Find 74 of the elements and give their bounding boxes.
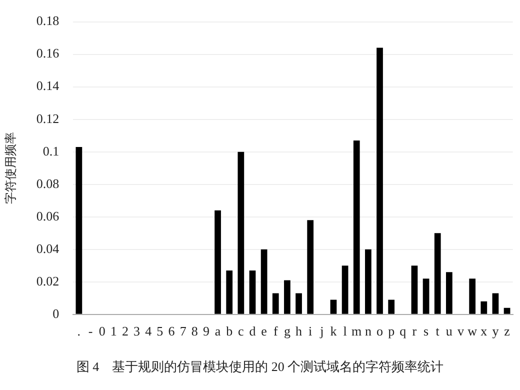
x-tick-label: u: [446, 324, 453, 339]
x-tick-label: 9: [202, 324, 210, 339]
x-tick-label: 3: [134, 324, 140, 339]
bar: [260, 249, 268, 314]
x-tick-label: r: [412, 324, 418, 339]
x-tick-label: d: [249, 324, 256, 339]
x-tick-label: a: [214, 324, 221, 339]
x-tick-label: -: [88, 324, 93, 339]
x-tick-label: 8: [191, 324, 198, 339]
x-tick-label: o: [376, 324, 384, 339]
y-tick-label: 0.04: [36, 240, 60, 256]
y-tick-label: 0: [52, 306, 60, 321]
x-tick-label: j: [319, 324, 324, 339]
y-tick-label: 0.18: [36, 13, 60, 28]
bar: [296, 293, 302, 314]
bar: [504, 308, 510, 314]
y-axis-title: 字符使用频率: [3, 132, 18, 204]
bar: [446, 272, 452, 314]
caption: 图 4 基于规则的仿冒模块使用的 20 个测试域名的字符频率统计: [75, 358, 445, 376]
bar: [411, 266, 418, 314]
x-tick-label: c: [238, 324, 244, 339]
bar: [238, 152, 244, 314]
x-tick-label: l: [343, 324, 348, 339]
y-tick-label: 0.08: [36, 176, 60, 191]
x-tick-label: 2: [122, 324, 128, 339]
x-tick-label: .: [77, 324, 81, 339]
x-tick-label: w: [468, 324, 478, 339]
bar: [365, 249, 372, 314]
bar: [492, 293, 499, 314]
x-tick-label: t: [436, 324, 440, 339]
bar: [330, 300, 337, 314]
bar: [307, 220, 314, 314]
bar: [388, 300, 395, 314]
x-tick-label: i: [308, 324, 313, 339]
x-tick-label: 7: [180, 324, 187, 339]
bar: [422, 278, 430, 314]
bar: [214, 210, 221, 314]
x-tick-label: s: [424, 324, 429, 339]
x-tick-label: 6: [168, 324, 176, 339]
bar: [76, 146, 82, 314]
x-tick-label: z: [504, 324, 510, 339]
x-tick-label: 4: [145, 324, 152, 339]
y-tick-label: 0.1: [42, 143, 60, 158]
x-tick-label: q: [400, 324, 407, 339]
x-tick-label: h: [296, 324, 303, 339]
bar: [469, 278, 476, 314]
y-tick-label: 0.14: [36, 78, 60, 94]
bar: [434, 233, 441, 314]
bar: [480, 301, 488, 314]
x-tick-label: f: [273, 324, 278, 339]
bar: [284, 280, 290, 314]
x-tick-label: p: [388, 324, 395, 339]
bar: [353, 140, 360, 314]
y-tick-label: 0.16: [36, 46, 60, 61]
x-tick-label: 1: [110, 324, 117, 339]
x-tick-label: 5: [156, 324, 164, 339]
y-tick-label: 0.12: [36, 110, 60, 126]
x-tick-label: b: [226, 324, 233, 339]
bar: [272, 293, 279, 314]
bar: [376, 48, 383, 314]
x-tick-label: 0: [98, 324, 106, 339]
x-tick-label: g: [284, 324, 291, 339]
bar: [249, 270, 256, 314]
y-tick-label: 0.02: [36, 273, 60, 288]
x-tick-label: x: [480, 324, 488, 339]
bar: [226, 270, 233, 314]
x-tick-label: k: [330, 324, 338, 339]
x-tick-label: m: [352, 324, 362, 339]
bar: [342, 266, 348, 314]
x-tick-label: n: [364, 324, 372, 339]
x-tick-label: e: [261, 324, 268, 339]
y-tick-label: 0.06: [36, 208, 60, 224]
x-tick-label: v: [458, 324, 465, 339]
x-tick-label: y: [492, 324, 500, 339]
